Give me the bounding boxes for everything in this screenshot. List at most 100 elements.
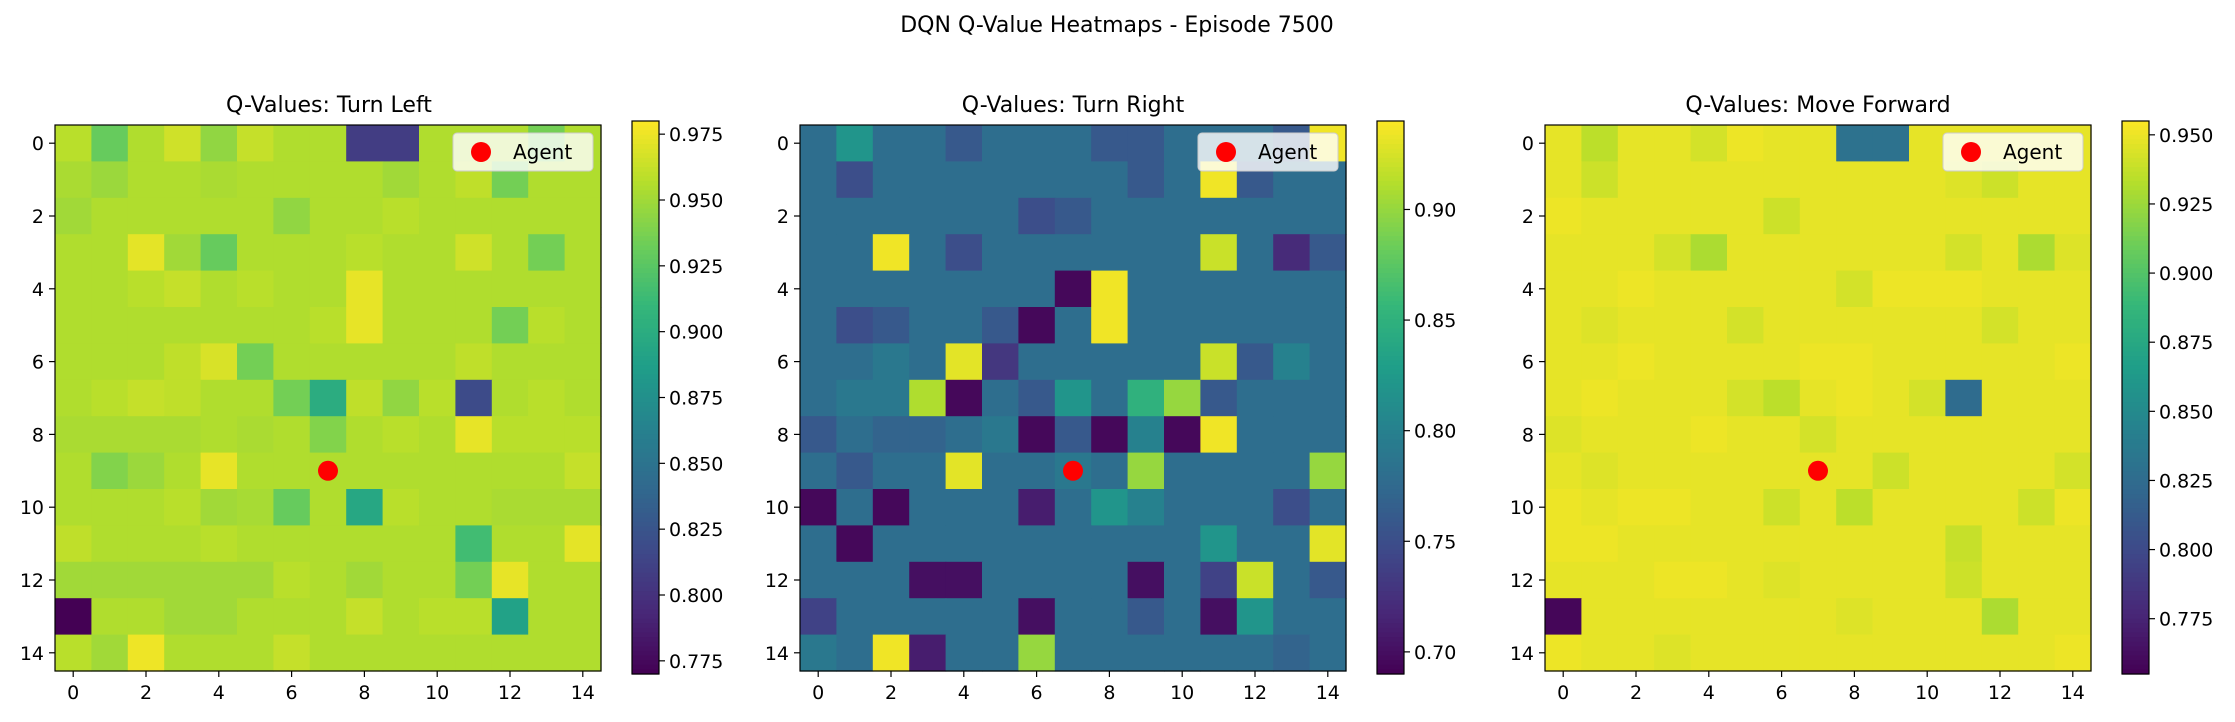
heatmap-cell	[1018, 161, 1056, 199]
heatmap-cell	[1309, 634, 1347, 672]
heatmap-cell	[309, 343, 347, 381]
heatmap-cell	[1763, 489, 1801, 526]
heatmap-cell	[800, 452, 837, 490]
heatmap-cell	[1727, 379, 1764, 417]
colorbar-segment	[2122, 171, 2149, 177]
colorbar-segment	[632, 153, 659, 159]
heatmap-cell	[382, 634, 420, 672]
colorbar-segment	[2122, 157, 2149, 164]
heatmap-cell	[1836, 489, 1874, 526]
colorbar-segment	[632, 581, 659, 588]
colorbar-segment	[1377, 305, 1404, 311]
heatmap-cell	[1872, 416, 1910, 454]
colorbar-segment	[632, 365, 659, 371]
heatmap-cell	[528, 452, 566, 490]
heatmap-cell	[1909, 307, 1946, 344]
heatmap-cell	[1909, 125, 1946, 162]
y-tick-label: 14	[765, 643, 789, 665]
heatmap-cell	[1054, 161, 1092, 199]
heatmap-cell	[982, 197, 1019, 235]
heatmap-cell	[1054, 561, 1092, 599]
heatmap-cell	[1164, 416, 1201, 454]
colorbar-segment	[1377, 531, 1404, 537]
heatmap-cell	[1200, 634, 1238, 672]
heatmap-cell	[491, 234, 529, 272]
heatmap-cell	[2018, 489, 2056, 526]
heatmap-cell	[382, 489, 420, 526]
heatmap-cell	[491, 416, 529, 454]
colorbar-segment	[632, 641, 659, 647]
heatmap-cell	[1018, 197, 1056, 235]
heatmap-cell	[800, 197, 837, 235]
heatmap-cell	[164, 307, 202, 344]
colorbar-segment	[632, 480, 659, 486]
heatmap-cell	[1654, 489, 1692, 526]
heatmap-cell	[1872, 452, 1910, 490]
heatmap-cell	[491, 525, 529, 563]
heatmap-cell	[528, 598, 566, 636]
heatmap-cell	[91, 307, 129, 344]
heatmap-cell	[273, 270, 311, 308]
heatmap-cell	[564, 525, 602, 563]
y-tick-label: 6	[32, 352, 44, 374]
heatmap-cell	[1273, 234, 1311, 272]
heatmap-cell	[91, 125, 129, 162]
heatmap-cell	[2018, 197, 2056, 235]
heatmap-cell	[1690, 270, 1728, 308]
colorbar-segment	[632, 291, 659, 297]
heatmap-cell	[1200, 307, 1238, 344]
heatmap-cell	[1236, 598, 1274, 636]
heatmap-cell	[382, 234, 420, 272]
legend-box	[1197, 132, 1339, 172]
colorbar-segment	[2122, 397, 2149, 403]
colorbar-segment	[632, 332, 659, 339]
heatmap-cell	[1799, 343, 1837, 381]
heatmap-cell	[1836, 197, 1874, 235]
heatmap-cell	[237, 161, 274, 199]
heatmap-cell	[491, 561, 529, 599]
heatmap-cell	[1164, 525, 1201, 563]
heatmap-cell	[1909, 598, 1946, 636]
heatmap-cell	[2054, 634, 2092, 672]
colorbar-segment	[632, 443, 659, 449]
heatmap-cell	[1581, 197, 1619, 235]
heatmap-cell	[91, 234, 129, 272]
heatmap-cell	[127, 307, 165, 344]
heatmap-cell	[1236, 634, 1274, 672]
colorbar-segment	[2122, 226, 2149, 233]
heatmap-cell	[982, 452, 1019, 490]
colorbar-segment	[2122, 134, 2149, 141]
colorbar-segment	[2122, 604, 2149, 611]
heatmap-cell	[1981, 416, 2019, 454]
heatmap-cell	[1727, 416, 1764, 454]
colorbar-segment	[2122, 296, 2149, 302]
heatmap-cell	[1981, 598, 2019, 636]
heatmap-cell	[1127, 343, 1165, 381]
colorbar-segment	[2122, 342, 2149, 348]
heatmap-cell	[1309, 379, 1347, 417]
colorbar-segment	[2122, 374, 2149, 380]
heatmap-cell	[1545, 343, 1582, 381]
colorbar-frame	[1376, 120, 1405, 675]
heatmap-cell	[164, 452, 202, 490]
heatmap-cell	[273, 234, 311, 272]
heatmap-cell	[1054, 598, 1092, 636]
colorbar-segment	[1377, 438, 1404, 445]
heatmap-cell	[1981, 197, 2019, 235]
heatmap-cell	[273, 379, 311, 417]
colorbar-segment	[632, 498, 659, 505]
colorbar-segment	[632, 379, 659, 385]
heatmap-cell	[1909, 489, 1946, 526]
x-tick-label: 10	[425, 682, 449, 704]
heatmap-cell	[55, 161, 92, 199]
heatmap-cell	[1945, 452, 1983, 490]
colorbar-segment	[2122, 646, 2149, 652]
heatmap-cell	[164, 416, 202, 454]
heatmap-cell	[1127, 561, 1165, 599]
colorbar-segment	[1377, 554, 1404, 560]
heatmap-cell	[455, 598, 493, 636]
heatmap-cell	[237, 234, 274, 272]
colorbar-segment	[632, 646, 659, 652]
colorbar-segment	[2122, 180, 2149, 187]
heatmap-cell	[564, 270, 602, 308]
